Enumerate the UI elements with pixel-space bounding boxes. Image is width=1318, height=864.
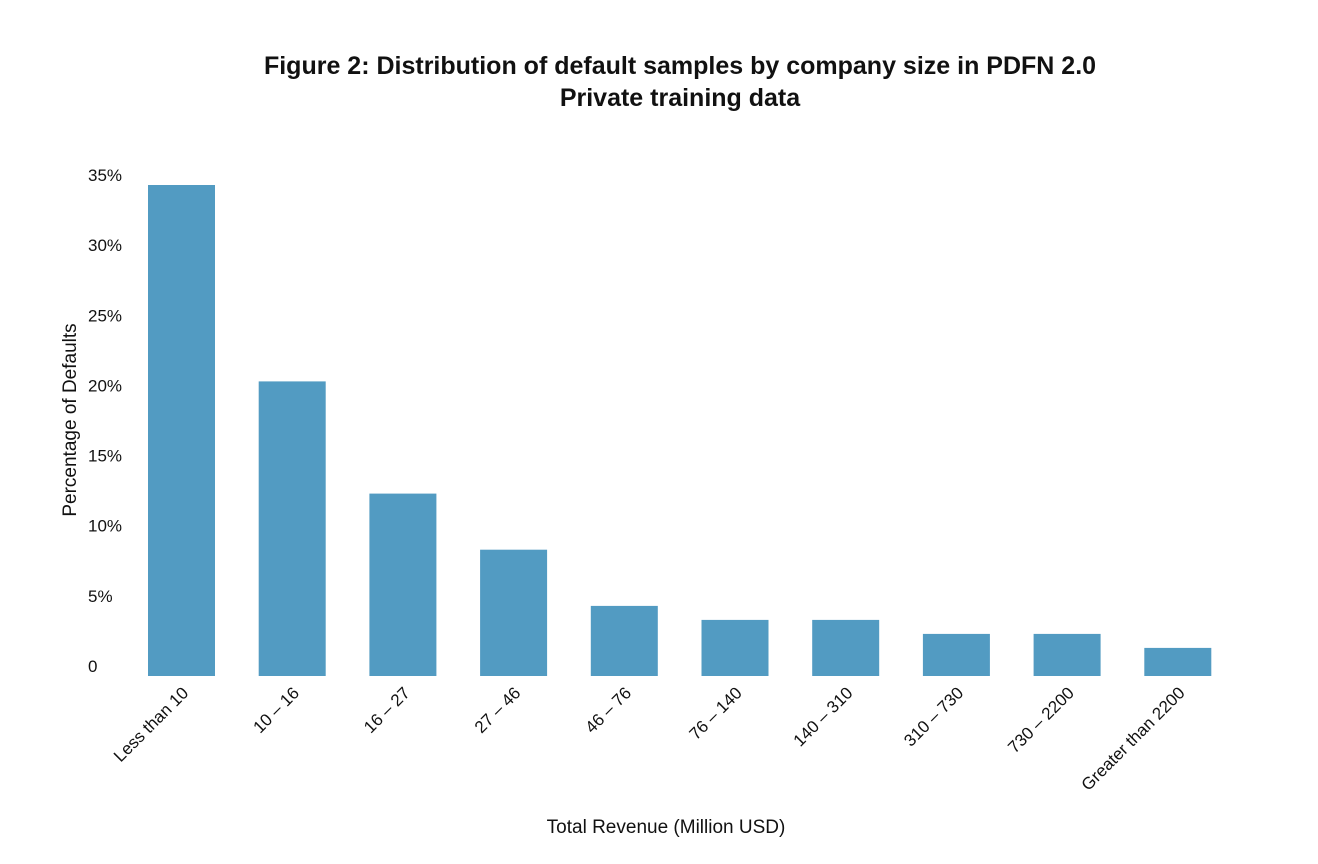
bar xyxy=(590,605,658,676)
y-tick-label: 35% xyxy=(88,166,122,185)
y-tick-label: 5% xyxy=(88,587,113,606)
bar xyxy=(922,633,990,676)
bars-group xyxy=(148,185,1212,676)
bar xyxy=(258,381,326,676)
bar xyxy=(148,185,215,676)
chart-title: Figure 2: Distribution of default sample… xyxy=(263,52,1097,80)
x-tick-label: 140 – 310 xyxy=(790,683,857,750)
x-tick-label: 730 – 2200 xyxy=(1004,683,1078,757)
y-tick-label: 10% xyxy=(88,517,122,536)
chart-title-block: Figure 2: Distribution of default sample… xyxy=(0,50,1318,114)
bar xyxy=(701,619,769,676)
bar xyxy=(812,619,880,676)
y-tick-label: 20% xyxy=(88,376,122,395)
x-tick-label: 27 – 46 xyxy=(471,683,525,737)
y-axis-ticks: 0 5% 10% 15% 20% 25% 30% 35% xyxy=(88,166,122,676)
x-tick-label: Less than 10 xyxy=(110,683,192,765)
y-tick-label: 30% xyxy=(88,236,122,255)
x-tick-label: 76 – 140 xyxy=(686,683,746,743)
bar xyxy=(1033,633,1101,676)
x-axis-title: Total Revenue (Million USD) xyxy=(547,817,786,838)
y-tick-label: 0 xyxy=(88,657,97,676)
bar xyxy=(480,549,548,676)
y-tick-label: 15% xyxy=(88,447,122,466)
x-tick-label: 46 – 76 xyxy=(582,683,636,737)
y-tick-label: 25% xyxy=(88,306,122,325)
x-tick-label: 10 – 16 xyxy=(249,683,303,737)
x-tick-label: Greater than 2200 xyxy=(1078,683,1189,794)
y-axis-title: Percentage of Defaults xyxy=(60,323,81,516)
bar xyxy=(1144,647,1212,676)
bar xyxy=(369,493,437,676)
chart-subtitle: Private training data xyxy=(559,84,801,112)
x-tick-label: 16 – 27 xyxy=(360,683,414,737)
x-tick-label: 310 – 730 xyxy=(900,683,967,750)
x-axis-category-labels: Less than 10 10 – 16 16 – 27 27 – 46 46 – 76… xyxy=(110,683,1189,794)
